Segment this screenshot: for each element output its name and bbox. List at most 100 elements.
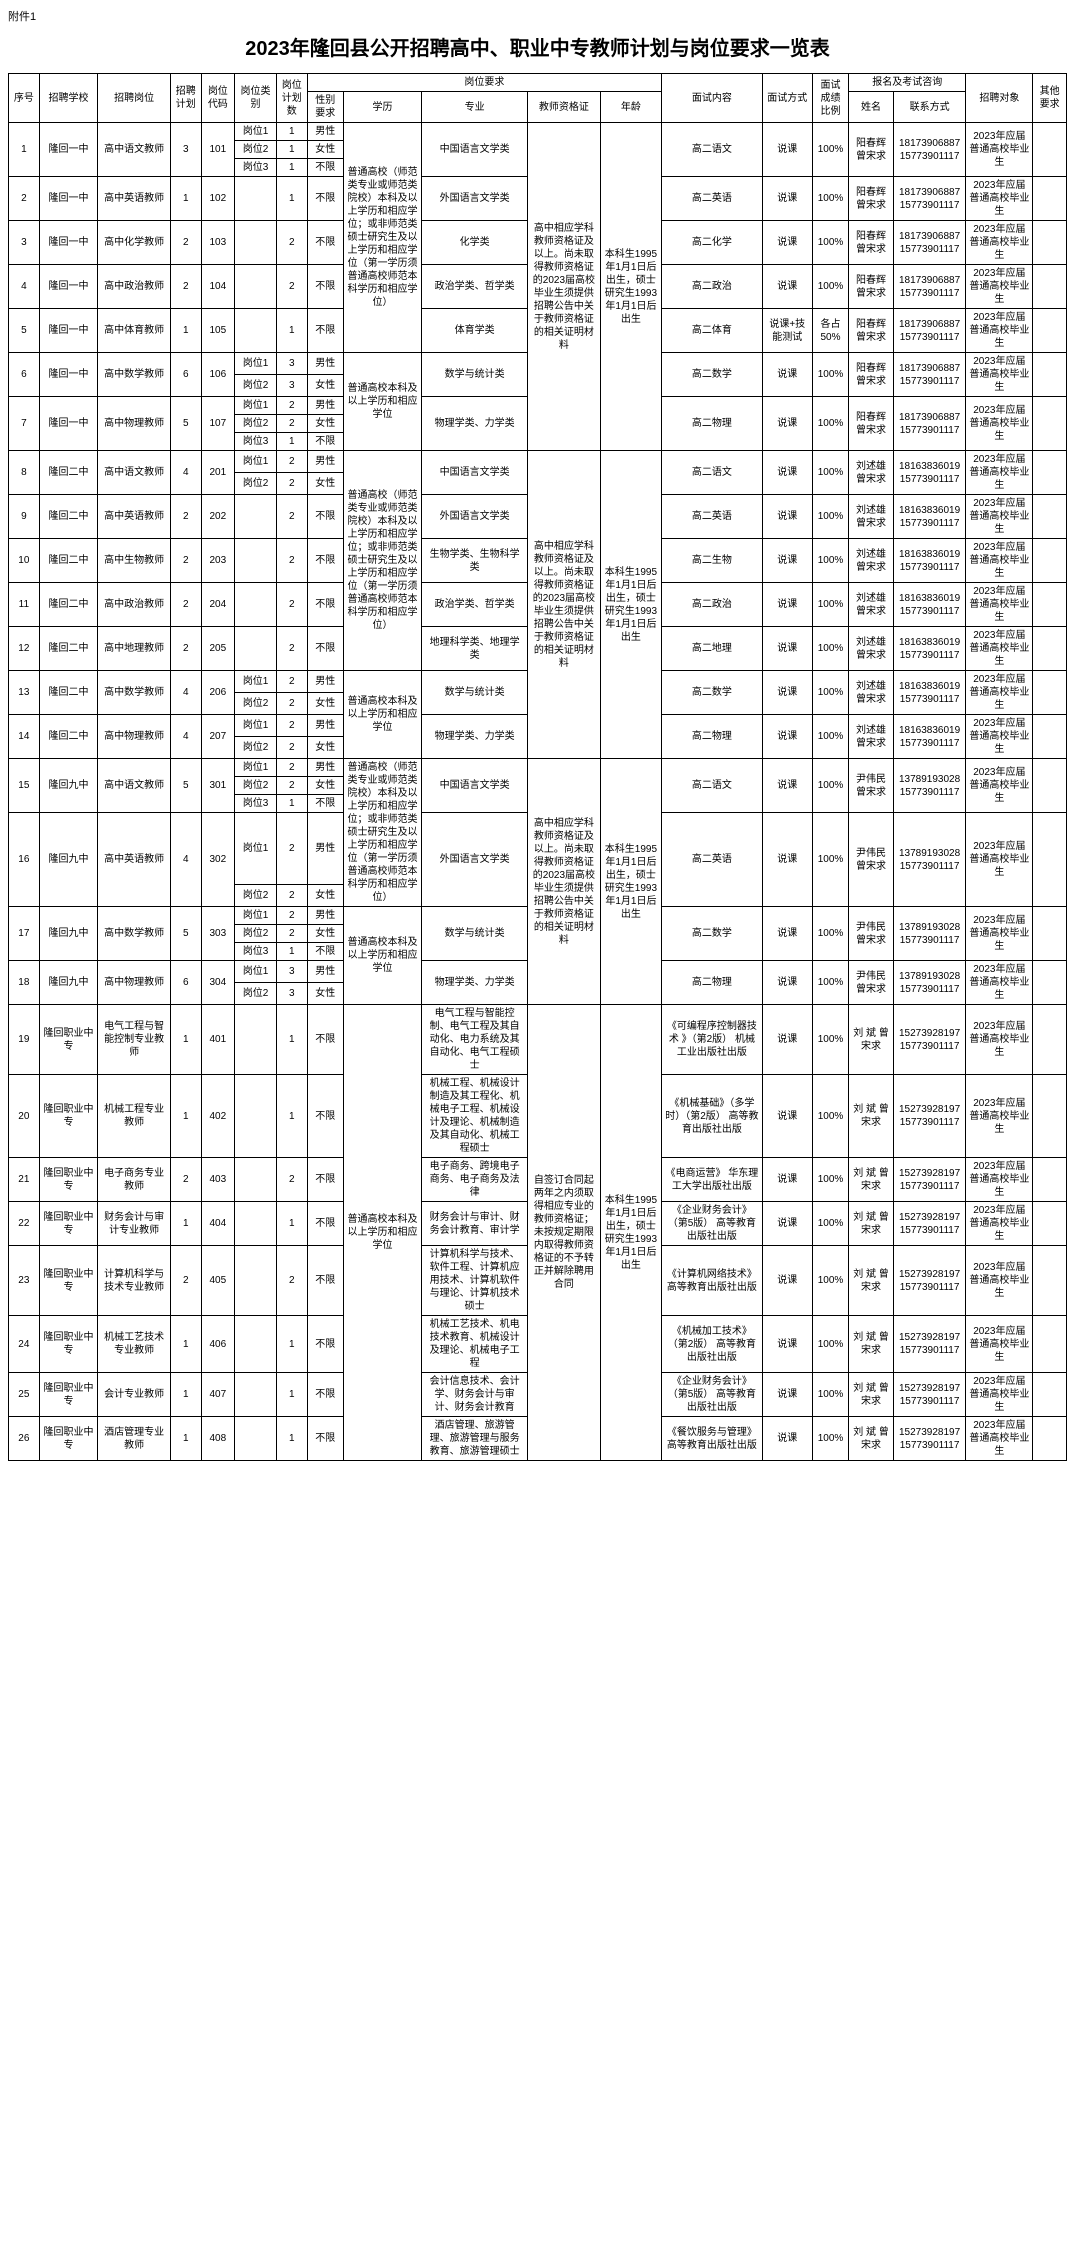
cell-target: 2023年应届普通高校毕业生 xyxy=(966,1075,1033,1158)
cell-position: 高中地理教师 xyxy=(98,627,171,671)
cell-major: 物理学类、力学类 xyxy=(422,961,528,1005)
cell-seq: 17 xyxy=(9,907,40,961)
cell-cname: 尹伟民 曾宋求 xyxy=(849,759,894,813)
cell-position: 电气工程与智能控制专业教师 xyxy=(98,1005,171,1075)
cell-other xyxy=(1033,907,1067,961)
cell-count: 2 xyxy=(276,1246,307,1316)
cell-count: 2 xyxy=(276,737,307,759)
cell-interview: 高二政治 xyxy=(662,583,762,627)
cell-cphone: 18163836019 15773901117 xyxy=(893,451,966,495)
cell-iratio: 100% xyxy=(812,715,848,759)
cell-code: 205 xyxy=(201,627,234,671)
cell-type xyxy=(235,539,277,583)
cell-count: 2 xyxy=(276,925,307,943)
cell-other xyxy=(1033,1373,1067,1417)
cell-major: 中国语言文学类 xyxy=(422,451,528,495)
cell-cname: 刘 斌 曾宋求 xyxy=(849,1316,894,1373)
cell-count: 2 xyxy=(276,415,307,433)
cell-cname: 刘 斌 曾宋求 xyxy=(849,1202,894,1246)
cell-imode: 说课 xyxy=(762,397,812,451)
cell-age: 本科生1995年1月1日后出生，硕士研究生1993年1月1日后出生 xyxy=(600,123,661,451)
cell-count: 2 xyxy=(276,759,307,777)
cell-plan: 6 xyxy=(170,353,201,397)
cell-position: 高中数学教师 xyxy=(98,907,171,961)
cell-imode: 说课 xyxy=(762,715,812,759)
cell-target: 2023年应届普通高校毕业生 xyxy=(966,353,1033,397)
table-row: 8隆回二中高中语文教师4201岗位12男性普通高校（师范类专业或师范类院校）本科… xyxy=(9,451,1067,473)
cell-other xyxy=(1033,495,1067,539)
cell-target: 2023年应届普通高校毕业生 xyxy=(966,1417,1033,1461)
cell-imode: 说课 xyxy=(762,123,812,177)
h-position: 招聘岗位 xyxy=(98,74,171,123)
cell-seq: 22 xyxy=(9,1202,40,1246)
cell-type xyxy=(235,495,277,539)
h-contactgroup: 报名及考试咨询 xyxy=(849,74,966,92)
cell-sex: 不限 xyxy=(307,1316,343,1373)
h-iratio: 面试成绩比例 xyxy=(812,74,848,123)
cell-major: 数学与统计类 xyxy=(422,353,528,397)
cell-code: 202 xyxy=(201,495,234,539)
cell-count: 2 xyxy=(276,221,307,265)
cell-target: 2023年应届普通高校毕业生 xyxy=(966,123,1033,177)
cell-count: 2 xyxy=(276,907,307,925)
h-cname: 姓名 xyxy=(849,92,894,123)
cell-sex: 不限 xyxy=(307,1417,343,1461)
cell-other xyxy=(1033,583,1067,627)
cell-other xyxy=(1033,671,1067,715)
cell-school: 隆回九中 xyxy=(39,907,98,961)
cell-position: 高中政治教师 xyxy=(98,583,171,627)
cell-type xyxy=(235,1417,277,1461)
cell-seq: 12 xyxy=(9,627,40,671)
cell-count: 2 xyxy=(276,539,307,583)
cell-imode: 说课 xyxy=(762,1373,812,1417)
cell-major: 数学与统计类 xyxy=(422,671,528,715)
cell-cphone: 18173906887 15773901117 xyxy=(893,353,966,397)
cell-sex: 男性 xyxy=(307,813,343,885)
cell-school: 隆回二中 xyxy=(39,627,98,671)
cell-type: 岗位1 xyxy=(235,397,277,415)
cell-iratio: 100% xyxy=(812,397,848,451)
cell-position: 高中政治教师 xyxy=(98,265,171,309)
cell-count: 1 xyxy=(276,1005,307,1075)
cell-iratio: 100% xyxy=(812,1246,848,1316)
cell-major: 外国语言文学类 xyxy=(422,495,528,539)
cell-cphone: 13789193028 15773901117 xyxy=(893,907,966,961)
cell-seq: 11 xyxy=(9,583,40,627)
cell-seq: 23 xyxy=(9,1246,40,1316)
cell-count: 2 xyxy=(276,473,307,495)
cell-code: 104 xyxy=(201,265,234,309)
cell-sex: 男性 xyxy=(307,451,343,473)
cell-sex: 女性 xyxy=(307,141,343,159)
cell-major: 物理学类、力学类 xyxy=(422,397,528,451)
cell-cphone: 15273928197 15773901117 xyxy=(893,1417,966,1461)
cell-major: 化学类 xyxy=(422,221,528,265)
cell-imode: 说课 xyxy=(762,1202,812,1246)
cell-imode: 说课 xyxy=(762,961,812,1005)
cell-target: 2023年应届普通高校毕业生 xyxy=(966,1316,1033,1373)
cell-cname: 阳春辉 曾宋求 xyxy=(849,397,894,451)
cell-school: 隆回职业中专 xyxy=(39,1417,98,1461)
cell-seq: 25 xyxy=(9,1373,40,1417)
cell-imode: 说课+技能测试 xyxy=(762,309,812,353)
cell-cphone: 18173906887 15773901117 xyxy=(893,265,966,309)
cell-target: 2023年应届普通高校毕业生 xyxy=(966,1158,1033,1202)
cell-school: 隆回一中 xyxy=(39,221,98,265)
cell-sex: 男性 xyxy=(307,759,343,777)
cell-school: 隆回一中 xyxy=(39,353,98,397)
cell-sex: 不限 xyxy=(307,943,343,961)
cell-count: 2 xyxy=(276,1158,307,1202)
cell-target: 2023年应届普通高校毕业生 xyxy=(966,907,1033,961)
cell-position: 高中体育教师 xyxy=(98,309,171,353)
cell-major: 计算机科学与技术、软件工程、计算机应用技术、计算机软件与理论、计算机技术硕士 xyxy=(422,1246,528,1316)
cell-plan: 5 xyxy=(170,907,201,961)
cell-target: 2023年应届普通高校毕业生 xyxy=(966,583,1033,627)
cell-seq: 3 xyxy=(9,221,40,265)
cell-position: 财务会计与审计专业教师 xyxy=(98,1202,171,1246)
cell-iratio: 100% xyxy=(812,451,848,495)
cell-edu: 普通高校（师范类专业或师范类院校）本科及以上学历和相应学位；或非师范类硕士研究生… xyxy=(343,759,421,907)
cell-other xyxy=(1033,265,1067,309)
cell-type: 岗位2 xyxy=(235,473,277,495)
cell-type: 岗位2 xyxy=(235,925,277,943)
cell-sex: 女性 xyxy=(307,885,343,907)
cell-sex: 不限 xyxy=(307,539,343,583)
